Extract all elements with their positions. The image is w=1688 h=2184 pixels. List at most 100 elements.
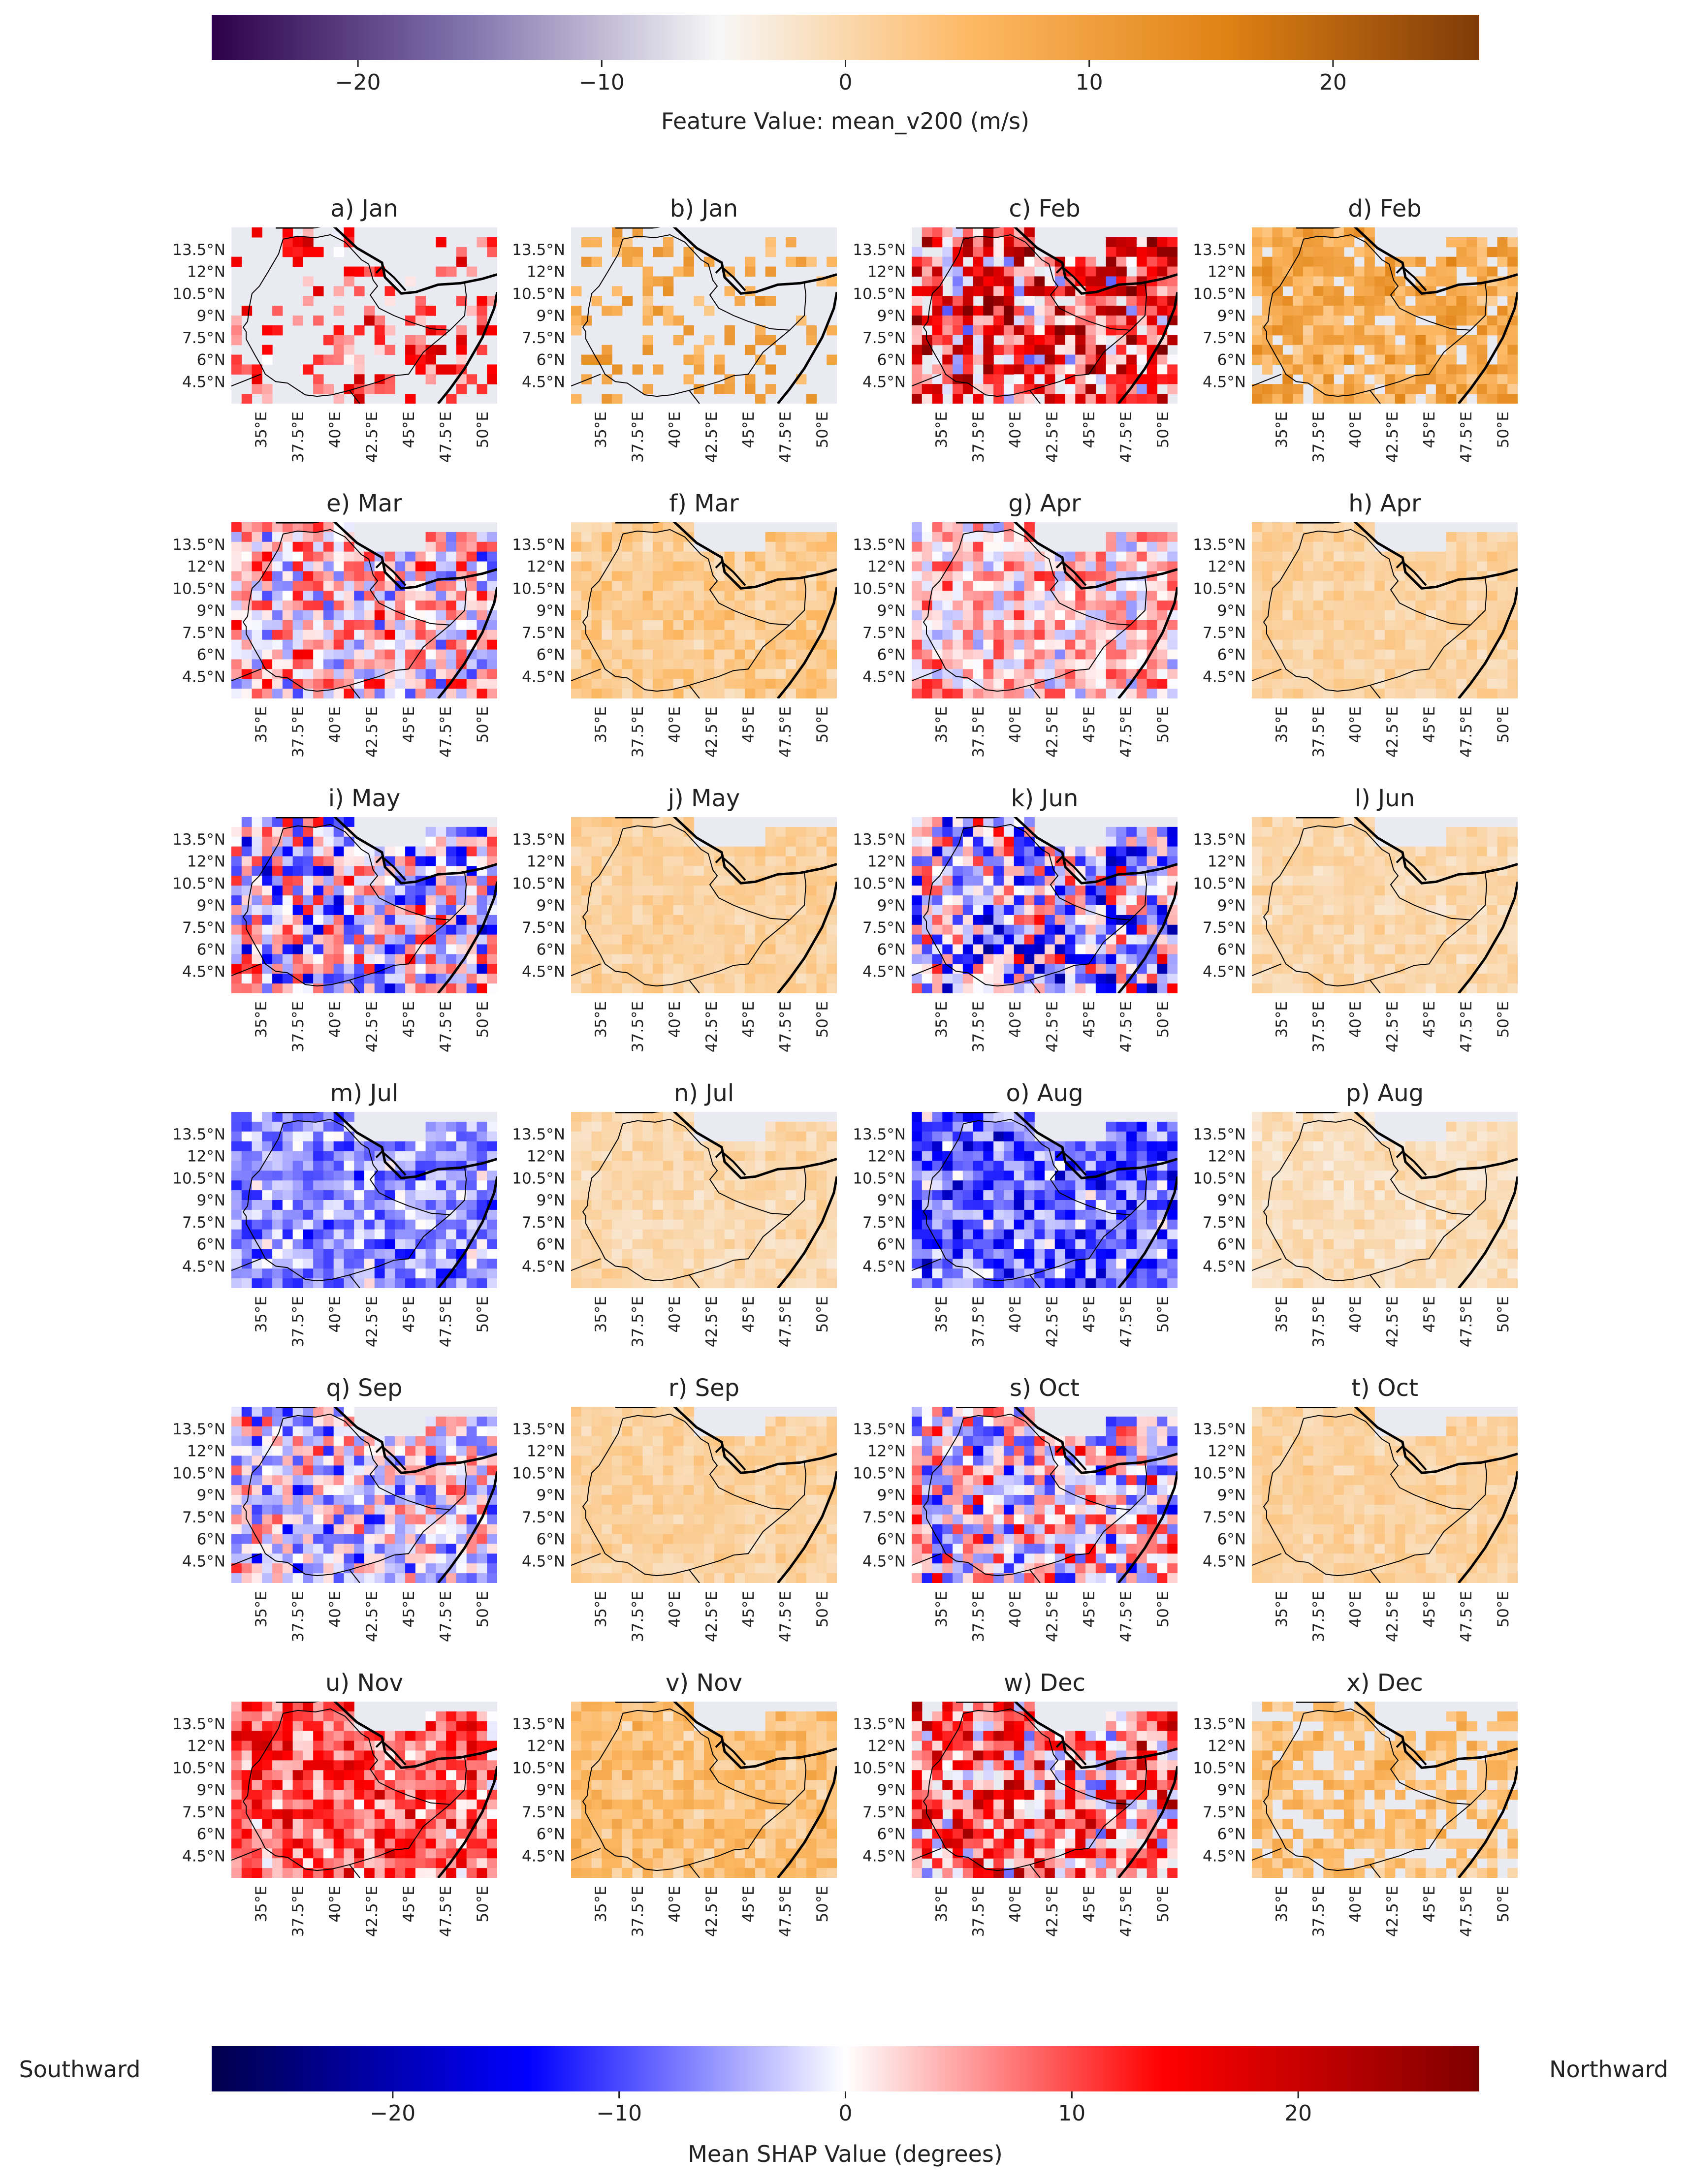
heatmap-cell <box>622 935 633 945</box>
heatmap-cell <box>1034 571 1045 581</box>
heatmap-cell <box>354 964 364 974</box>
heatmap-cell <box>487 542 497 552</box>
heatmap-cell <box>262 866 272 876</box>
heatmap-cell <box>405 847 415 856</box>
heatmap-cell <box>395 886 405 895</box>
heatmap-cell <box>622 610 633 620</box>
heatmap-cell <box>364 640 375 650</box>
heatmap-cell <box>806 974 817 983</box>
heatmap-cell <box>1014 659 1024 669</box>
heatmap-cell <box>755 935 765 945</box>
heatmap-cell <box>1075 847 1085 856</box>
heatmap-cell <box>983 837 993 847</box>
heatmap-cell <box>932 316 943 325</box>
heatmap-cell <box>642 384 653 394</box>
heatmap-cell <box>334 630 344 640</box>
heatmap-cell <box>633 257 643 267</box>
heatmap-cell <box>973 316 984 325</box>
heatmap-cell <box>633 542 643 552</box>
lat-tick-label: 6°N <box>197 646 225 664</box>
heatmap-cell <box>1167 659 1178 669</box>
heatmap-cell <box>983 257 993 267</box>
panel-title: c) Feb <box>1009 195 1080 222</box>
heatmap-cell <box>1075 925 1085 935</box>
heatmap-cell <box>354 659 364 669</box>
heatmap-cell <box>806 630 817 640</box>
heatmap-cell <box>1374 640 1385 650</box>
heatmap-cell <box>1364 562 1374 571</box>
heatmap-cell <box>1126 856 1137 866</box>
heatmap-cell <box>1446 974 1457 983</box>
panel-title: e) Mar <box>326 490 402 517</box>
heatmap-cell <box>663 974 673 983</box>
heatmap-cell <box>1273 267 1283 277</box>
heatmap-cell <box>426 532 436 542</box>
heatmap-cell <box>283 620 293 630</box>
heatmap-cell <box>633 689 643 698</box>
heatmap-cell <box>663 306 673 316</box>
heatmap-cell <box>1293 296 1303 306</box>
heatmap-cell <box>252 522 262 532</box>
heatmap-cell <box>1147 895 1157 905</box>
heatmap-cell <box>922 847 932 856</box>
heatmap-cell <box>912 571 922 581</box>
heatmap-cell <box>993 954 1004 964</box>
heatmap-cell <box>932 630 943 640</box>
heatmap-cell <box>806 257 817 267</box>
heatmap-cell <box>1262 364 1273 374</box>
heatmap-cell <box>242 876 252 886</box>
heatmap-cell <box>1137 316 1147 325</box>
lat-tick-label: 7.5°N <box>862 329 906 347</box>
heatmap-cell <box>344 866 354 876</box>
heatmap-cell <box>1252 562 1262 571</box>
heatmap-cell <box>1167 532 1178 542</box>
heatmap-cell <box>1405 552 1416 562</box>
heatmap-cell <box>313 532 323 542</box>
heatmap-cell <box>1167 837 1178 847</box>
heatmap-cell <box>993 384 1004 394</box>
heatmap-cell <box>1282 552 1293 562</box>
heatmap-cell <box>673 620 684 630</box>
heatmap-cell <box>456 905 467 915</box>
heatmap-cell <box>953 659 963 669</box>
heatmap-cell <box>364 620 375 630</box>
heatmap-cell <box>1004 886 1014 895</box>
heatmap-cell <box>1436 886 1446 895</box>
heatmap-cell <box>1446 837 1457 847</box>
heatmap-cell <box>1106 306 1116 316</box>
heatmap-cell <box>364 630 375 640</box>
heatmap-cell <box>983 552 993 562</box>
heatmap-cell <box>1344 964 1354 974</box>
heatmap-cell <box>642 296 653 306</box>
heatmap-cell <box>1116 974 1126 983</box>
heatmap-cell <box>1354 886 1365 895</box>
heatmap-cell <box>581 679 592 689</box>
heatmap-cell <box>1273 679 1283 689</box>
heatmap-cell <box>323 964 334 974</box>
heatmap-cell <box>231 837 242 847</box>
heatmap-cell <box>633 827 643 837</box>
heatmap-cell <box>571 827 581 837</box>
heatmap-cell <box>1147 964 1157 974</box>
heatmap-cell <box>436 964 446 974</box>
heatmap-cell <box>1385 925 1395 935</box>
heatmap-cell <box>1106 601 1116 610</box>
heatmap-cell <box>262 847 272 856</box>
heatmap-cell <box>775 895 786 905</box>
lat-tick-label: 9°N <box>197 602 225 620</box>
heatmap-cell <box>663 247 673 257</box>
heatmap-cell <box>827 945 837 954</box>
heatmap-cell <box>1436 689 1446 698</box>
heatmap-cell <box>334 983 344 993</box>
heatmap-cell <box>1147 689 1157 698</box>
heatmap-cell <box>1055 974 1065 983</box>
heatmap-cell <box>612 689 622 698</box>
heatmap-cell <box>1446 591 1457 601</box>
heatmap-cell <box>725 915 735 925</box>
heatmap-cell <box>1075 659 1085 669</box>
heatmap-cell <box>303 542 313 552</box>
heatmap-cell <box>1426 335 1436 345</box>
heatmap-cell <box>231 364 242 374</box>
lat-tick-label: 13.5°N <box>172 241 225 259</box>
heatmap-cell <box>283 866 293 876</box>
